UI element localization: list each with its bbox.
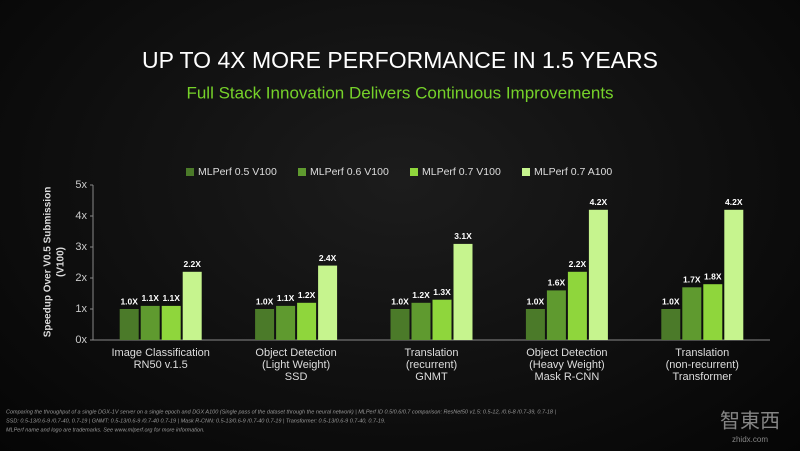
bar [724, 209, 744, 340]
y-tick-label: 0x [75, 334, 87, 346]
bar [588, 209, 608, 340]
x-tick-label: Translation [675, 347, 729, 359]
value-label: 1.0X [120, 296, 138, 306]
legend-swatch [410, 168, 418, 176]
chart-title: UP TO 4X MORE PERFORMANCE IN 1.5 YEARS [142, 47, 658, 73]
bar [255, 309, 275, 340]
legend-swatch [186, 168, 194, 176]
bar [276, 305, 296, 340]
y-tick-label: 4x [75, 210, 87, 222]
footnote: Comparing the throughput of a single DGX… [6, 409, 556, 415]
legend-label: MLPerf 0.7 V100 [422, 166, 501, 178]
watermark: zhidx.com [732, 435, 768, 444]
value-label: 4.2X [725, 197, 743, 207]
legend-label: MLPerf 0.6 V100 [310, 166, 389, 178]
y-tick-label: 2x [75, 272, 87, 284]
value-label: 1.1X [141, 293, 159, 303]
value-label: 1.2X [298, 290, 316, 300]
y-axis-title-line: (V100) [56, 247, 67, 277]
value-label: 2.2X [569, 259, 587, 269]
value-label: 4.2X [590, 197, 608, 207]
legend-label: MLPerf 0.7 A100 [534, 166, 612, 178]
y-axis-title-line: Speedup Over V0.5 Submission [43, 187, 54, 338]
x-tick-label: Object Detection [255, 347, 336, 359]
x-tick-label: (non-recurrent) [666, 359, 739, 371]
value-label: 3.1X [454, 231, 472, 241]
bar [182, 271, 202, 340]
footnote: SSD: 0.5-13/0.6-9 /0.7-40, 0.7-19 | GNMT… [6, 418, 386, 424]
watermark: 智東西 [720, 409, 780, 432]
value-label: 1.8X [704, 271, 722, 281]
x-tick-label: Image Classification [111, 347, 209, 359]
y-tick-label: 3x [75, 241, 87, 253]
bar [390, 309, 410, 340]
x-tick-label: (Light Weight) [262, 359, 330, 371]
x-tick-label: (recurrent) [406, 359, 457, 371]
footnote: MLPerf name and logo are trademarks. See… [6, 427, 205, 433]
value-label: 1.0X [391, 296, 409, 306]
bar [411, 302, 431, 340]
value-label: 1.0X [527, 296, 545, 306]
value-label: 1.1X [277, 293, 295, 303]
bar [682, 287, 702, 340]
x-tick-label: Translation [404, 347, 458, 359]
legend-swatch [522, 168, 530, 176]
bar [119, 309, 139, 340]
bar [567, 271, 587, 340]
bar [453, 243, 473, 340]
bar [546, 290, 566, 340]
y-tick-label: 1x [75, 303, 87, 315]
x-tick-label: GNMT [415, 371, 448, 383]
x-tick-label: Transformer [673, 371, 733, 383]
value-label: 1.1X [162, 293, 180, 303]
x-tick-label: RN50 v.1.5 [134, 359, 188, 371]
x-tick-label: Mask R-CNN [535, 371, 600, 383]
value-label: 1.0X [256, 296, 274, 306]
chart-subtitle: Full Stack Innovation Delivers Continuou… [186, 83, 613, 102]
value-label: 1.7X [683, 275, 701, 285]
legend-swatch [298, 168, 306, 176]
x-tick-label: (Heavy Weight) [529, 359, 605, 371]
value-label: 2.2X [183, 259, 201, 269]
bar [661, 309, 681, 340]
value-label: 1.6X [548, 278, 566, 288]
bar [432, 299, 452, 340]
y-tick-label: 5x [75, 179, 87, 191]
bar [161, 305, 181, 340]
y-axis-title: Speedup Over V0.5 Submission (V100) [43, 187, 67, 338]
x-tick-label: Object Detection [526, 347, 607, 359]
legend-label: MLPerf 0.5 V100 [198, 166, 277, 178]
bar [297, 302, 317, 340]
bar [525, 309, 545, 340]
value-label: 1.2X [412, 290, 430, 300]
x-tick-label: SSD [285, 371, 308, 383]
value-label: 2.4X [319, 253, 337, 263]
value-label: 1.0X [662, 296, 680, 306]
bar [140, 305, 160, 340]
bar [318, 265, 338, 340]
bar [703, 284, 723, 340]
value-label: 1.3X [433, 287, 451, 297]
